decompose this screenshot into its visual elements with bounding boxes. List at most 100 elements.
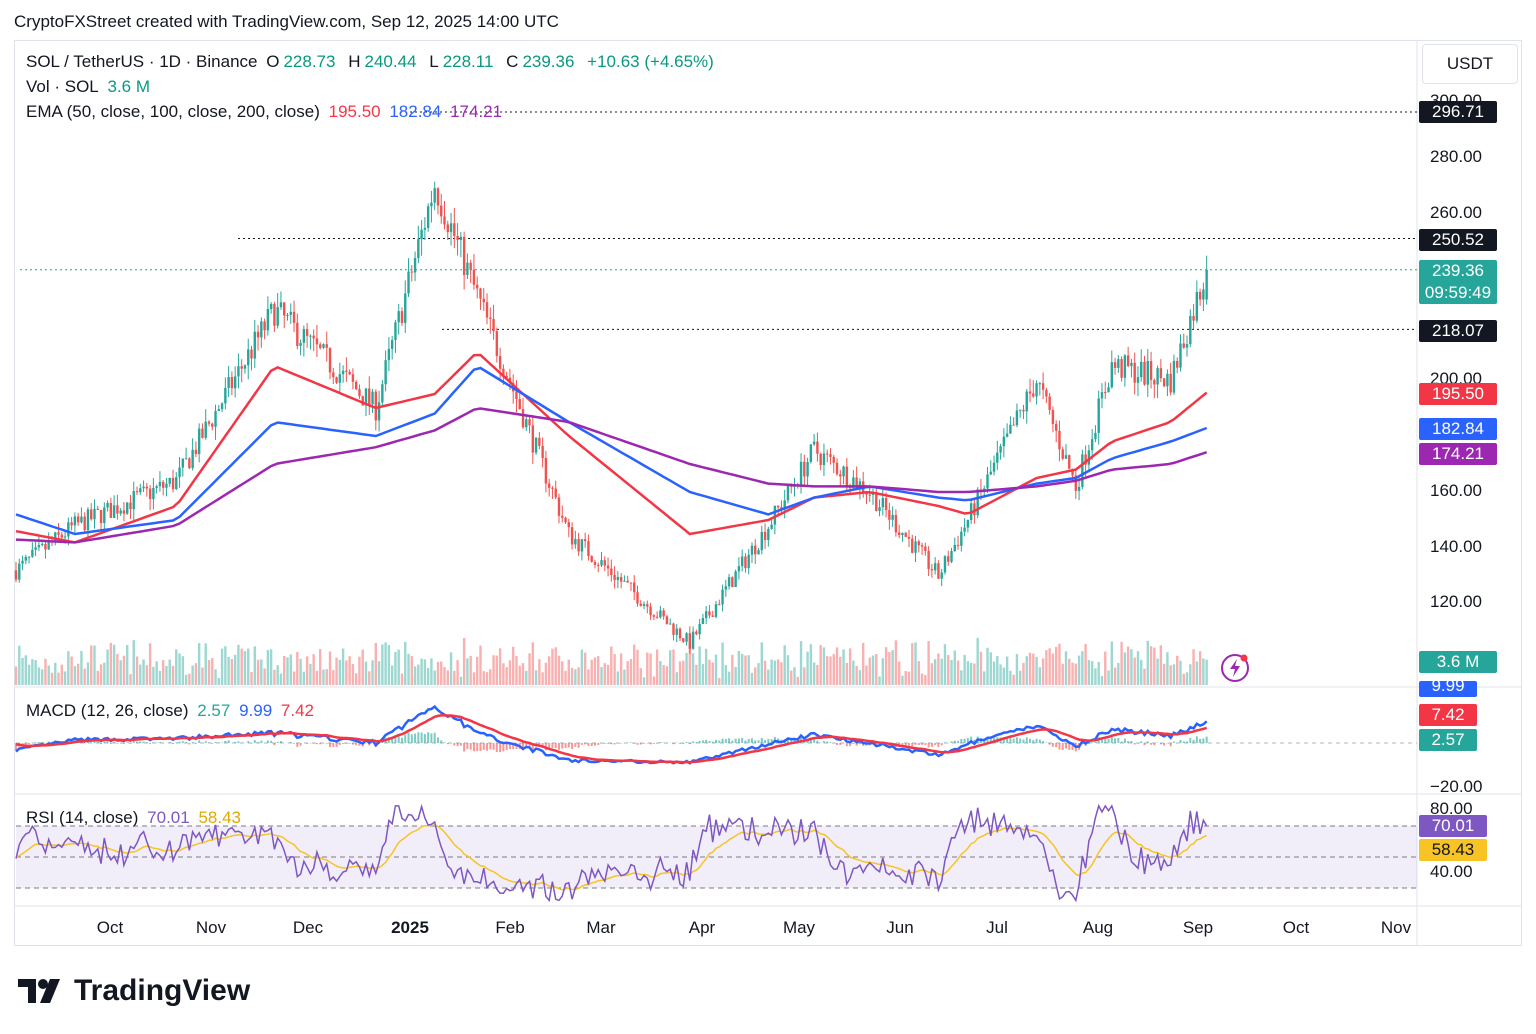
chart-frame xyxy=(14,40,1522,946)
macd-signal-label: 7.42 xyxy=(1419,704,1477,726)
macd-hist-bar xyxy=(486,743,489,751)
volume-bar xyxy=(103,662,106,685)
volume-bar xyxy=(816,664,819,685)
candle-body xyxy=(250,349,253,359)
volume-bar xyxy=(283,655,286,685)
volume-bar xyxy=(456,660,459,685)
macd-hist-bar xyxy=(1104,738,1107,743)
macd-hist-bar xyxy=(397,734,400,743)
candle-body xyxy=(1019,409,1022,411)
candle-body xyxy=(557,497,561,516)
macd-tick: −20.00 xyxy=(1430,777,1483,796)
candle-body xyxy=(721,589,724,605)
macd-hist-bar xyxy=(577,743,580,748)
macd-hist-bar xyxy=(705,739,708,743)
candle-body xyxy=(332,372,335,378)
volume-bar xyxy=(1195,661,1199,685)
macd-hist-bar xyxy=(829,742,832,743)
macd-hist-bar xyxy=(436,737,439,743)
candle-body xyxy=(1094,432,1097,440)
macd-hist-bar xyxy=(741,737,744,743)
candle-body xyxy=(842,466,845,477)
lightning-icon[interactable] xyxy=(1219,652,1251,684)
volume-bar xyxy=(426,668,430,685)
candle-body xyxy=(305,329,309,336)
volume-bar xyxy=(27,664,31,685)
volume-bar xyxy=(708,659,711,685)
volume-bar xyxy=(796,676,799,685)
candle-body xyxy=(528,419,531,426)
volume-bar xyxy=(476,656,479,685)
macd-hist-bar xyxy=(325,743,328,744)
volume-bar xyxy=(554,647,557,685)
volume-bar xyxy=(1048,648,1051,685)
macd-hist-bar xyxy=(580,743,583,745)
candle-body xyxy=(901,532,904,536)
candle-body xyxy=(675,628,678,635)
volume-bar xyxy=(606,664,610,685)
macd-hist-bar xyxy=(1186,741,1189,743)
candle-body xyxy=(426,206,430,228)
volume-bar xyxy=(469,655,472,685)
candle-body xyxy=(567,522,571,528)
candle-body xyxy=(368,388,371,405)
volume-bar xyxy=(770,659,773,685)
candle-body xyxy=(224,387,227,404)
macd-hist-bar xyxy=(836,743,839,745)
volume-bar xyxy=(760,642,763,685)
volume-bar xyxy=(433,670,436,685)
volume-bar xyxy=(286,657,289,685)
volume-bar xyxy=(897,661,901,685)
candle-body xyxy=(446,224,449,233)
symbol-label[interactable]: SOL / TetherUS · 1D · Binance xyxy=(26,52,258,71)
candle-body xyxy=(1153,380,1156,385)
candle-body xyxy=(338,374,342,383)
candle-body xyxy=(832,456,835,463)
macd-hist-bar xyxy=(253,740,256,743)
volume-bar xyxy=(230,659,234,685)
candle-body xyxy=(858,481,862,489)
candle-body xyxy=(891,514,894,520)
macd-hist-bar xyxy=(1159,743,1162,745)
candle-body xyxy=(904,532,907,537)
candle-body xyxy=(580,539,584,552)
macd-hist-bar xyxy=(273,743,276,746)
macd-hist-bar xyxy=(1019,738,1022,743)
candle-body xyxy=(106,502,109,508)
candle-body xyxy=(636,592,639,604)
candle-body xyxy=(875,492,878,511)
volume-bar xyxy=(237,644,240,685)
tradingview-logo[interactable]: TradingView xyxy=(18,974,250,1008)
volume-bar xyxy=(184,674,188,685)
volume-bar xyxy=(534,670,538,685)
candle-body xyxy=(279,302,283,308)
volume-bar xyxy=(345,660,348,685)
macd-hist-bar xyxy=(960,738,963,743)
volume-bar xyxy=(688,644,692,685)
volume-bar xyxy=(711,662,714,685)
volume-bar xyxy=(888,652,891,685)
volume-bar xyxy=(1035,656,1038,685)
candle-body xyxy=(544,458,548,484)
volume-bar xyxy=(93,645,96,685)
currency-button[interactable]: USDT xyxy=(1422,44,1518,84)
macd-hist-bar xyxy=(204,741,207,743)
macd-hist-bar xyxy=(1055,743,1058,748)
volume-bar xyxy=(593,657,597,685)
signal-line xyxy=(15,714,1208,764)
volume-bar xyxy=(835,647,839,685)
candle-body xyxy=(112,505,116,518)
macd-hist-bar xyxy=(1146,741,1149,743)
volume-bar xyxy=(973,663,976,685)
volume-bar xyxy=(50,672,54,685)
candle-body xyxy=(940,572,943,579)
candle-body xyxy=(479,288,482,299)
macd-hist-bar xyxy=(41,741,44,743)
volume-bar xyxy=(960,670,963,685)
candle-body xyxy=(227,376,230,388)
volume-bar xyxy=(309,663,312,685)
candle-body xyxy=(322,344,325,348)
candle-body xyxy=(816,441,819,454)
x-tick: Feb xyxy=(495,918,525,937)
